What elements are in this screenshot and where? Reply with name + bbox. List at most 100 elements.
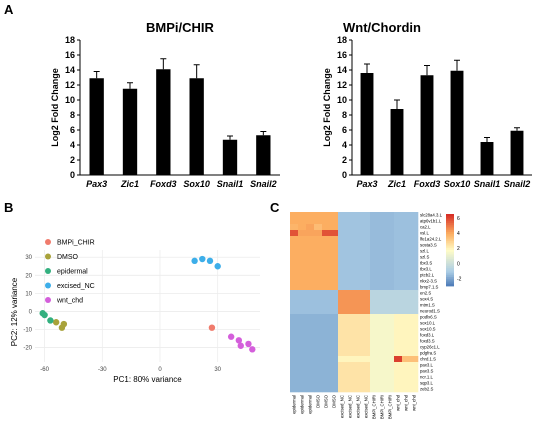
row-label: cyp26c1.L (420, 345, 440, 350)
heatmap-cell (322, 290, 331, 297)
row-label: ptcb2.L (420, 273, 435, 278)
legend-swatch-excised-nc (45, 282, 51, 289)
heatmap-cell (370, 386, 379, 393)
heatmap-cell (378, 260, 387, 267)
heatmap-cell (306, 218, 315, 225)
row-label: tbx3.L (420, 267, 432, 272)
column-label: excised_NC (340, 395, 345, 418)
heatmap-cell (298, 362, 307, 369)
heatmap-cell (362, 350, 371, 357)
column-label: wnt_chd (404, 394, 409, 411)
heatmap-cell (322, 254, 331, 261)
heatmap-cell (378, 236, 387, 243)
heatmap-cell (386, 230, 395, 237)
legend-label-bmpi-chir: BMPi_CHIR (57, 240, 95, 247)
column-label: excised_NC (356, 395, 361, 418)
bar-sox10 (450, 70, 464, 175)
column-label: epidermal (308, 395, 313, 414)
heatmap-cell (346, 266, 355, 273)
heatmap-cell (338, 338, 347, 345)
heatmap-cell (386, 374, 395, 381)
heatmap-cell (362, 308, 371, 315)
heatmap-cell (346, 242, 355, 249)
heatmap-cell (290, 356, 299, 363)
bar-chart-wnt-chordin: Wnt/Chordin Log2 Fold Change 0 2 4 6 8 10 12 14 16… (322, 20, 532, 189)
heatmap-cell (378, 386, 387, 393)
heatmap-cell (370, 338, 379, 345)
row-label: ca2.L (420, 225, 431, 230)
heatmap-cell (370, 314, 379, 321)
heatmap-cell (330, 386, 339, 393)
heatmap-cell (386, 254, 395, 261)
heatmap-cell (362, 332, 371, 339)
heatmap-cell (410, 326, 419, 333)
heatmap-cell (346, 290, 355, 297)
heatmap-cell (354, 272, 363, 279)
heatmap-cell (402, 224, 411, 231)
heatmap-cell (346, 368, 355, 375)
heatmap-cell (402, 356, 411, 363)
heatmap-cell (386, 386, 395, 393)
y-tick-label: 0 (342, 170, 347, 180)
heatmap-cell (362, 296, 371, 303)
row-label: tbx3.S (420, 261, 432, 266)
heatmap-cell (290, 278, 299, 285)
y-tick-label: 8 (70, 110, 75, 120)
color-scale-tick: 6 (457, 216, 460, 222)
row-label: ncr.1.L (420, 375, 434, 380)
heatmap-cell (314, 242, 323, 249)
color-scale-step (446, 242, 454, 245)
heatmap-cell (306, 344, 315, 351)
color-scale-step (446, 255, 454, 258)
heatmap-cell (290, 218, 299, 225)
heatmap-cell (354, 254, 363, 261)
heatmap-cell (314, 218, 323, 225)
heatmap-cell (378, 272, 387, 279)
x-tick-label: Snail1 (474, 179, 501, 189)
heatmap-cell (394, 362, 403, 369)
heatmap-cell (402, 284, 411, 291)
heatmap-cell (354, 368, 363, 375)
heatmap-cell (378, 320, 387, 327)
heatmap-cell (402, 320, 411, 327)
pca-scatter-plot: -60 -30 0 30 -20 -10 0 10 20 30 PC1: 80% variance P… (10, 239, 260, 384)
heatmap-cell (298, 350, 307, 357)
heatmap-cell (290, 368, 299, 375)
heatmap-cell (314, 374, 323, 381)
heatmap-cell (410, 218, 419, 225)
heatmap-cell (394, 386, 403, 393)
heatmap-cell (402, 386, 411, 393)
heatmap-cell (394, 218, 403, 225)
color-scale-step (446, 269, 454, 272)
y-tick-label: 6 (342, 125, 347, 135)
heatmap-cell (394, 278, 403, 285)
heatmap-cell (370, 320, 379, 327)
heatmap-cell (330, 356, 339, 363)
row-label: sqp3.L (420, 381, 434, 386)
heatmap-cell (394, 374, 403, 381)
heatmap-cell (314, 362, 323, 369)
heatmap-cell (306, 248, 315, 255)
heatmap-cell (378, 302, 387, 309)
row-label: atp6v1b1.L (420, 219, 442, 224)
y-tick-label: 2 (342, 155, 347, 165)
color-scale-step (446, 260, 454, 263)
heatmap-cell (370, 248, 379, 255)
heatmap-cell (346, 374, 355, 381)
color-scale-step (446, 230, 454, 233)
heatmap-cell (314, 290, 323, 297)
heatmap-cell (402, 344, 411, 351)
heatmap-cell (402, 308, 411, 315)
y-tick-label: -10 (23, 327, 32, 333)
color-scale-step (446, 253, 454, 256)
heatmap-cell (346, 224, 355, 231)
heatmap-cell (354, 320, 363, 327)
heatmap-cell (370, 254, 379, 261)
data-point-dmso (52, 319, 60, 326)
heatmap-cell (410, 278, 419, 285)
heatmap-cell (386, 284, 395, 291)
heatmap-cell (330, 290, 339, 297)
heatmap-cell (330, 230, 339, 237)
heatmap-cell (378, 356, 387, 363)
color-scale-step (446, 275, 454, 278)
